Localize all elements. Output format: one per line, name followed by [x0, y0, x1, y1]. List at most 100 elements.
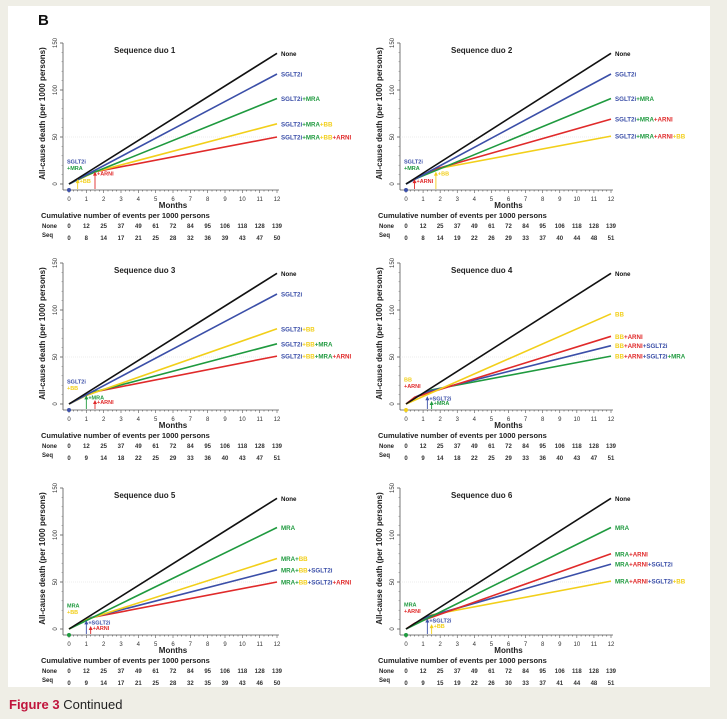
annotation-label: +SGLT2i — [429, 396, 452, 402]
x-tick-label: 3 — [119, 642, 123, 648]
series-end-label-part: SGLT2i — [281, 121, 302, 128]
x-tick-label: 0 — [67, 417, 71, 423]
series-end-label-part: MRA — [281, 525, 296, 532]
table-title: Cumulative number of events per 1000 per… — [378, 211, 547, 220]
x-tick-label: 12 — [608, 197, 615, 203]
series-end-label-part: ARNI — [336, 354, 351, 361]
table-cell: 0 — [67, 669, 71, 675]
table-cell: 0 — [404, 224, 408, 230]
annotation-arrowhead — [75, 179, 80, 184]
series-end-label-part: SGLT2i — [646, 343, 667, 350]
table-cell: 9 — [421, 681, 425, 685]
annotation-arrowhead — [429, 624, 434, 629]
table-cell: 21 — [135, 236, 142, 240]
table-cell: 49 — [471, 444, 478, 450]
x-tick-label: 4 — [473, 417, 477, 423]
series-end-label-part: + — [629, 579, 633, 586]
x-tick-label: 3 — [456, 197, 460, 203]
annotation-arrowhead — [425, 618, 430, 623]
series-line-none — [405, 272, 612, 405]
series-end-label-part: None — [281, 51, 297, 58]
series-end-label-part: SGLT2i — [281, 72, 302, 79]
series-end-label: SGLT2i+BB+MRA+ARNI — [281, 354, 352, 361]
annotation-label: +ARNI — [417, 179, 434, 185]
series-end-label-part: + — [629, 551, 633, 558]
table-row-label: Seq — [379, 233, 390, 239]
annotation-label: +BB — [434, 624, 445, 630]
series-end-label-part: + — [332, 354, 336, 361]
annotation-label: SGLT2i — [67, 159, 86, 165]
series-line-bb — [405, 313, 612, 405]
series-end-label-part: None — [615, 51, 631, 58]
series-end-label: MRA+ARNI — [615, 551, 648, 558]
series-end-label-part: MRA — [318, 354, 333, 361]
series-end-label-part: + — [636, 117, 640, 124]
table-cell: 106 — [555, 669, 566, 675]
series-line-sglt2i — [405, 73, 612, 185]
x-tick-label: 12 — [274, 417, 281, 423]
annotation-label: +ARNI — [404, 384, 421, 390]
series-end-label-part: None — [615, 496, 631, 503]
y-tick-label: 0 — [53, 182, 59, 186]
x-tick-label: 1 — [85, 417, 89, 423]
table-cell: 72 — [505, 669, 512, 675]
series-end-label-part: + — [295, 556, 299, 563]
series-end-label-part: + — [302, 341, 306, 348]
table-cell: 12 — [420, 224, 427, 230]
series-end-label-part: BB — [306, 326, 315, 333]
annotation-label: +SGLT2i — [429, 618, 452, 624]
series-end-label-part: SGLT2i — [615, 96, 636, 103]
y-tick-label: 50 — [53, 353, 59, 360]
x-tick-label: 1 — [421, 197, 425, 203]
table-cell: 9 — [421, 456, 425, 460]
x-tick-label: 12 — [608, 417, 615, 423]
table-cell: 33 — [522, 236, 529, 240]
annotation-label: +MRA — [404, 166, 420, 172]
table-cell: 49 — [471, 669, 478, 675]
table-cell: 84 — [187, 444, 194, 450]
x-tick-label: 5 — [490, 642, 494, 648]
annotation-arrowhead — [93, 400, 97, 405]
series-end-label-part: MRA — [615, 579, 630, 586]
table-cell: 139 — [606, 444, 617, 450]
series-end-label-part: BB — [676, 579, 685, 586]
series-end-label: MRA+ARNI+SGLT2i+BB — [615, 579, 686, 586]
series-end-label: SGLT2i+BB — [281, 326, 315, 333]
y-tick-label: 0 — [390, 627, 396, 631]
table-cell: 51 — [274, 456, 281, 460]
x-tick-label: 8 — [541, 197, 545, 203]
series-end-label: MRA+BB+SGLT2i+ARNI — [281, 580, 352, 587]
series-end-label-part: ARNI — [628, 343, 643, 350]
x-tick-label: 2 — [102, 197, 106, 203]
x-tick-label: 12 — [274, 642, 281, 648]
table-cell: 118 — [237, 669, 247, 675]
table-cell: 106 — [555, 224, 566, 230]
table-row-label: None — [379, 444, 395, 450]
start-marker — [404, 633, 408, 637]
table-cell: 12 — [83, 224, 90, 230]
series-end-label-part: + — [320, 121, 324, 128]
table-cell: 72 — [170, 224, 177, 230]
table-cell: 48 — [591, 681, 598, 685]
x-tick-label: 7 — [189, 417, 193, 423]
series-end-label-part: BB — [324, 121, 333, 128]
table-cell: 0 — [404, 456, 408, 460]
table-cell: 22 — [471, 456, 478, 460]
table-cell: 25 — [152, 236, 159, 240]
table-cell: 128 — [589, 224, 600, 230]
table-cell: 118 — [572, 669, 582, 675]
series-end-label-part: SGLT2i — [615, 134, 636, 141]
table-cell: 25 — [152, 681, 159, 685]
table-cell: 12 — [420, 669, 427, 675]
series-end-label-part: + — [308, 580, 312, 587]
series-line-mra-bb-sglt2i — [85, 569, 278, 621]
table-cell: 95 — [539, 224, 546, 230]
x-tick-label: 7 — [524, 197, 528, 203]
x-tick-label: 11 — [257, 642, 264, 648]
table-cell: 139 — [272, 444, 283, 450]
annotation-label: +ARNI — [97, 400, 114, 406]
table-cell: 118 — [237, 444, 247, 450]
x-tick-label: 7 — [524, 642, 528, 648]
y-axis-label: All-cause death (per 1000 persons) — [38, 47, 47, 180]
x-tick-label: 10 — [239, 642, 246, 648]
